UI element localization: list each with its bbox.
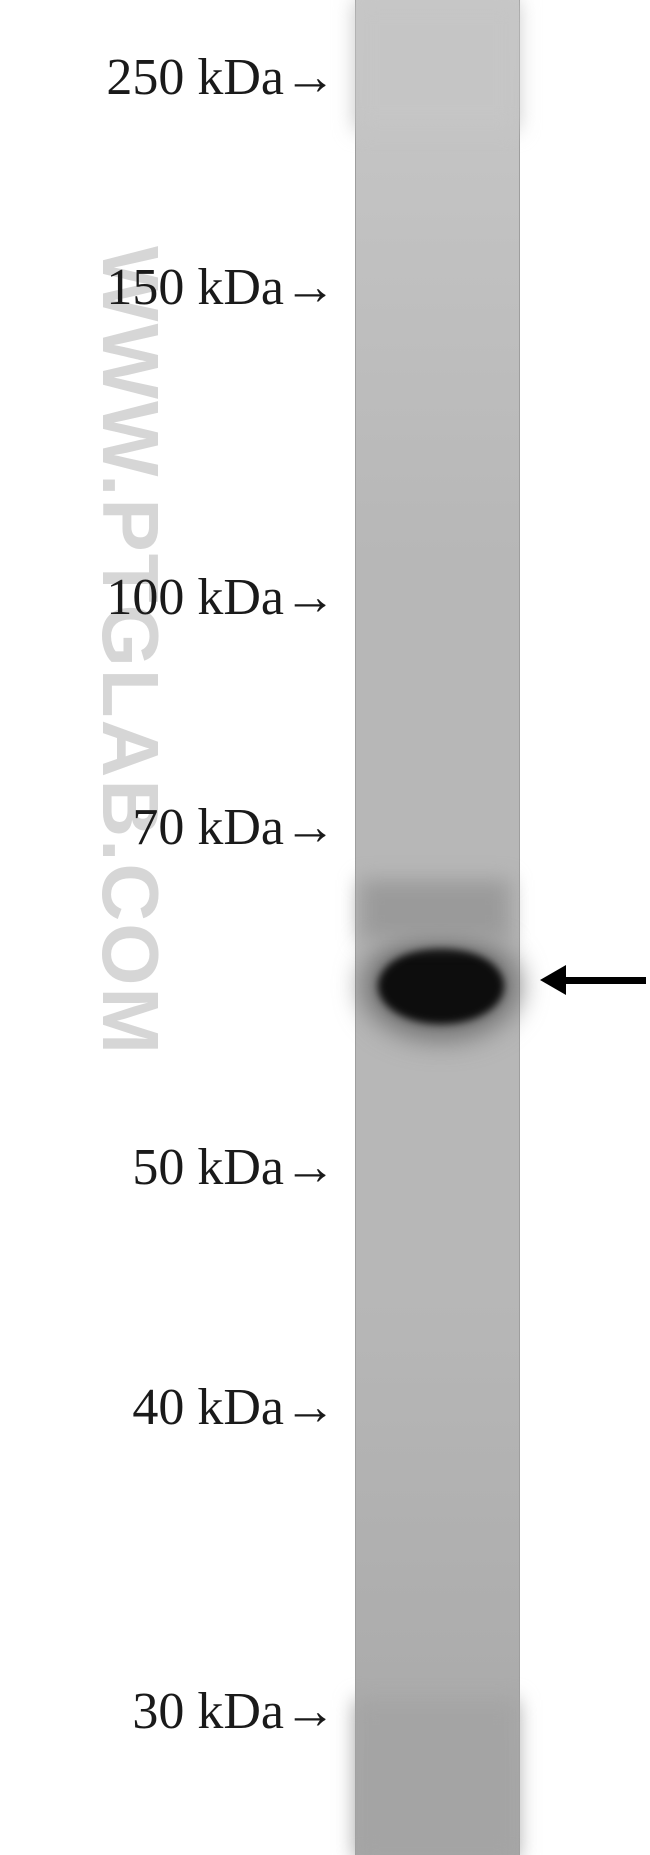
arrow-head — [540, 965, 566, 995]
result-arrow-icon — [540, 965, 646, 995]
mw-marker-label: 150 kDa→ — [0, 258, 336, 317]
arrow-shaft — [566, 977, 646, 984]
protein-band — [378, 948, 504, 1024]
mw-marker-label: 50 kDa→ — [0, 1138, 336, 1197]
lane-smudge — [360, 880, 510, 940]
lane-smudge — [355, 1700, 518, 1855]
mw-marker-label: 30 kDa→ — [0, 1682, 336, 1741]
mw-marker-label: 100 kDa→ — [0, 568, 336, 627]
mw-marker-label: 40 kDa→ — [0, 1378, 336, 1437]
lane-smudge — [355, 0, 518, 130]
mw-marker-label: 70 kDa→ — [0, 798, 336, 857]
watermark-text: WWW.PTGLAB.COM — [84, 246, 176, 1056]
mw-marker-label: 250 kDa→ — [0, 48, 336, 107]
blot-figure: WWW.PTGLAB.COM 250 kDa→ 150 kDa→ 100 kDa→ 7… — [0, 0, 650, 1855]
